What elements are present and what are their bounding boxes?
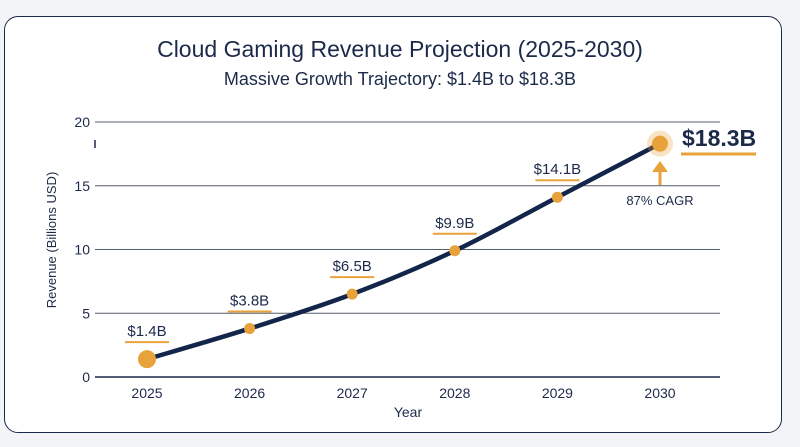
data-labels: $1.4B $3.8B $6.5B $9.9B $14.1B $18.3B — [125, 125, 756, 344]
y-tick-labels: 0 5 10 15 20 — [74, 114, 90, 385]
data-point — [449, 245, 461, 257]
x-tick-label: 2029 — [542, 385, 573, 401]
data-points — [138, 130, 673, 369]
data-point — [551, 191, 563, 203]
data-label: $14.1B — [534, 161, 582, 178]
data-label: $9.9B — [435, 215, 474, 232]
cagr-annotation: 87% CAGR — [626, 161, 694, 208]
y-tick-label: 0 — [82, 369, 90, 385]
x-tick-labels: 2025 2026 2027 2028 2029 2030 — [131, 385, 675, 401]
series-line — [144, 141, 663, 362]
x-tick-label: 2030 — [644, 385, 675, 401]
x-axis-label: Year — [394, 404, 423, 420]
x-tick-label: 2027 — [337, 385, 368, 401]
data-label: $18.3B — [682, 125, 756, 151]
cagr-label: 87% CAGR — [626, 193, 693, 208]
y-tick-label: 10 — [74, 242, 90, 258]
x-tick-label: 2025 — [131, 385, 162, 401]
data-label: $6.5B — [333, 258, 372, 275]
x-tick-label: 2028 — [439, 385, 470, 401]
y-tick-label: 20 — [74, 114, 90, 130]
data-label: $1.4B — [127, 323, 166, 340]
data-label: $3.8B — [230, 293, 269, 310]
data-point — [346, 288, 358, 300]
y-tick-label: 5 — [82, 305, 90, 321]
x-tick-label: 2026 — [234, 385, 265, 401]
data-point — [138, 350, 156, 369]
data-point — [244, 323, 256, 335]
chart-title: Cloud Gaming Revenue Projection (2025-20… — [157, 36, 643, 62]
y-axis-label: Revenue (Billions USD) — [44, 172, 59, 309]
chart-subtitle: Massive Growth Trajectory: $1.4B to $18.… — [223, 69, 577, 89]
cagr-arrow-icon — [652, 161, 668, 172]
y-tick-label: 15 — [74, 178, 90, 194]
chart-card — [4, 16, 782, 433]
gridlines — [94, 121, 720, 314]
data-point — [652, 135, 668, 152]
